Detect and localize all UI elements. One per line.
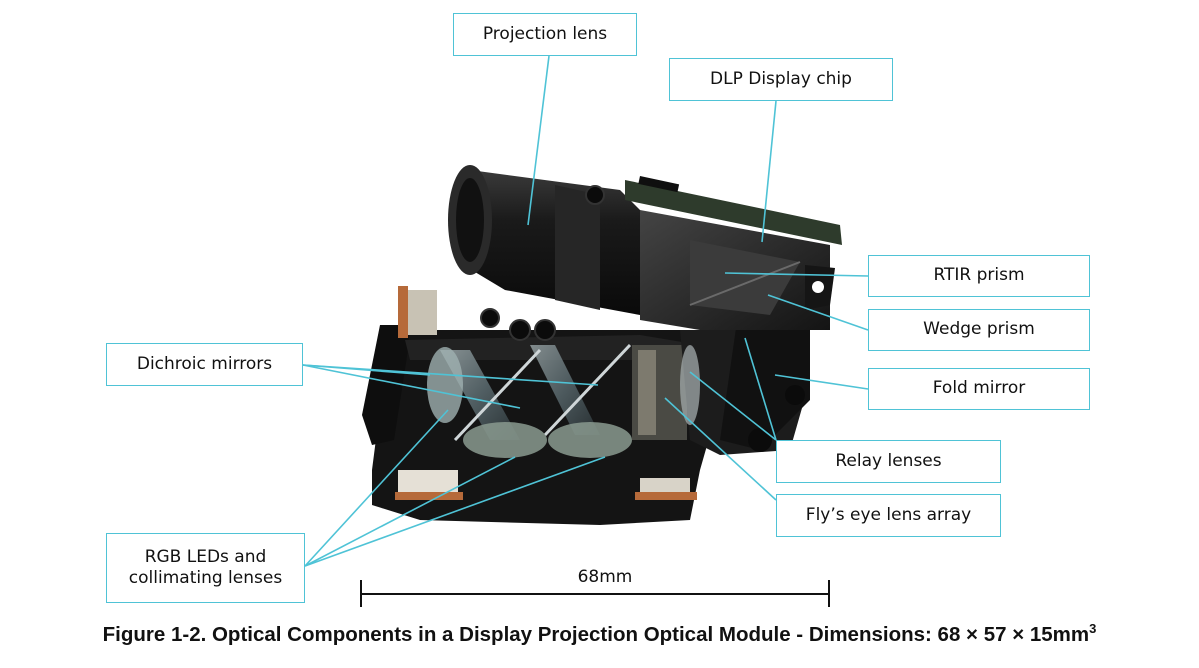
rgb-leds-line-1: RGB LEDs and bbox=[144, 546, 267, 567]
label-relay-lenses: Relay lenses bbox=[776, 440, 1001, 483]
collimating-lenses bbox=[427, 347, 632, 458]
label-rgb-leds: RGB LEDs and collimating lenses bbox=[106, 533, 305, 603]
scale-bar bbox=[360, 580, 830, 607]
projection-lens-barrel bbox=[448, 165, 660, 315]
label-flys-eye-lens-array: Fly’s eye lens array bbox=[776, 494, 1001, 537]
caption-superscript: 3 bbox=[1089, 621, 1097, 636]
rgb-leds-line-2: collimating lenses bbox=[128, 568, 283, 588]
dlp-board bbox=[625, 180, 842, 245]
scale-bar-label: 68mm bbox=[577, 567, 633, 587]
figure-caption: Figure 1-2. Optical Components in a Disp… bbox=[0, 621, 1199, 647]
caption-text: Figure 1-2. Optical Components in a Disp… bbox=[102, 623, 1090, 646]
leader-lines bbox=[302, 55, 869, 567]
left-wall bbox=[362, 325, 410, 445]
label-dichroic-mirrors: Dichroic mirrors bbox=[106, 343, 303, 386]
label-projection-lens: Projection lens bbox=[453, 13, 637, 56]
label-dlp-display-chip: DLP Display chip bbox=[669, 58, 893, 101]
label-fold-mirror: Fold mirror bbox=[868, 368, 1090, 410]
label-rtir-prism: RTIR prism bbox=[868, 255, 1090, 297]
label-wedge-prism: Wedge prism bbox=[868, 309, 1090, 351]
